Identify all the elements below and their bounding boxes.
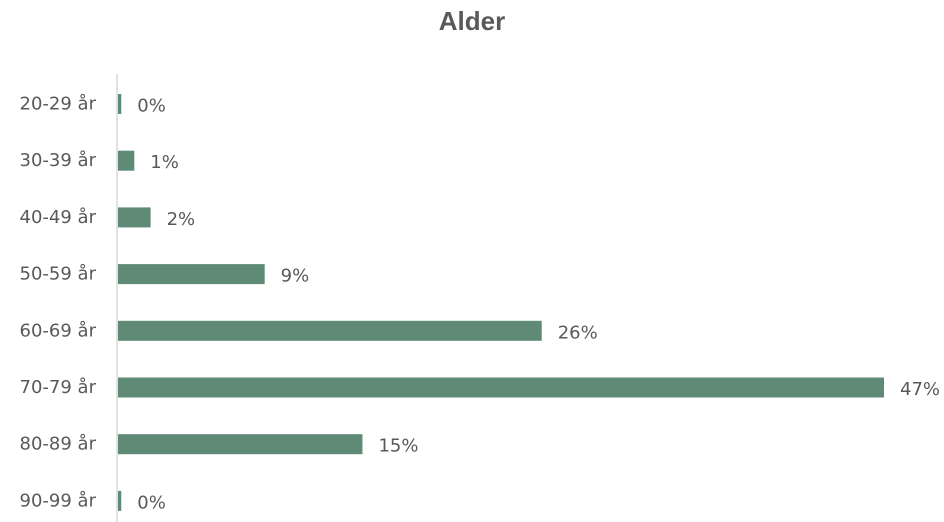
bar <box>118 320 542 341</box>
category-label: 70-79 år <box>20 377 97 398</box>
bar <box>118 207 151 228</box>
data-label: 0% <box>137 96 166 117</box>
data-label: 15% <box>378 436 418 457</box>
bar <box>118 377 884 398</box>
bar <box>118 490 122 511</box>
bar <box>118 264 265 285</box>
bar <box>118 94 122 114</box>
data-label: 1% <box>150 152 179 173</box>
category-label: 40-49 år <box>20 207 97 228</box>
bar <box>118 434 363 455</box>
category-label: 30-39 år <box>20 150 97 171</box>
category-label: 50-59 år <box>20 264 97 285</box>
category-label: 60-69 år <box>20 320 97 341</box>
category-label: 80-89 år <box>20 434 97 455</box>
bar <box>118 150 135 171</box>
data-label: 0% <box>137 492 166 513</box>
data-label: 2% <box>167 209 196 230</box>
data-label: 47% <box>900 379 940 400</box>
category-label: 90-99 år <box>20 490 97 511</box>
data-label: 26% <box>558 322 598 343</box>
data-label: 9% <box>281 266 310 287</box>
chart-title: Alder <box>438 6 506 36</box>
category-label: 20-29 år <box>20 94 97 115</box>
